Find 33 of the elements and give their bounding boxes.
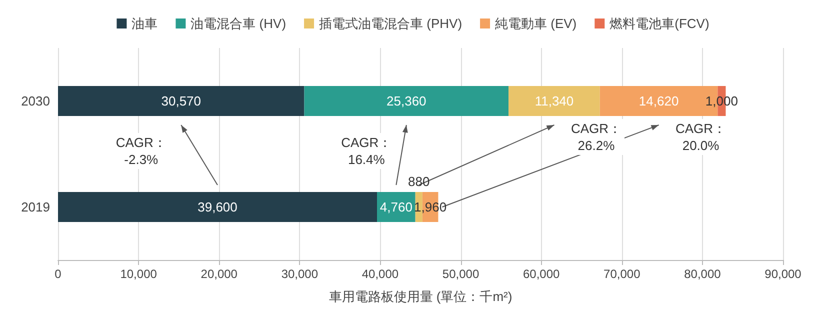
annotation: CAGR： 16.4% [341, 135, 392, 167]
annotation: CAGR： 26.2% [570, 121, 622, 153]
bar [58, 192, 377, 222]
legend-label: 純電動車 (EV) [495, 16, 577, 31]
x-tick-label: 10,000 [120, 267, 158, 281]
x-tick-label: 40,000 [362, 267, 399, 281]
y-tick-label: 2019 [21, 200, 50, 214]
legend-label: 插電式油電混合車 (PHV) [319, 16, 462, 31]
x-tick-label: 80,000 [684, 267, 722, 281]
x-tick-label: 20,000 [200, 267, 238, 281]
bar [508, 86, 600, 116]
legend-label: 油電混合車 (HV) [190, 16, 286, 31]
data-label: 11,340 [534, 94, 574, 108]
x-tick-label: 60,000 [522, 267, 560, 281]
data-label: 4,760 [380, 200, 412, 214]
x-tick-label: 0 [54, 267, 62, 281]
x-tick-label: 90,000 [764, 267, 802, 281]
legend-label: 油車 [132, 16, 158, 31]
data-label: 880 [408, 174, 430, 189]
data-label: 30,570 [161, 94, 202, 108]
y-tick-label: 2030 [21, 94, 50, 108]
x-tick-label: 50,000 [442, 267, 480, 281]
annotation: CAGR： -2.3% [116, 135, 166, 167]
bar [304, 86, 509, 116]
x-tick-label: 70,000 [604, 267, 641, 281]
data-label: 39,600 [198, 200, 238, 214]
x-axis-title: 車用電路板使用量 (單位：千m²) [328, 289, 512, 304]
annotation: CAGR： 20.0% [676, 121, 726, 153]
x-tick-label: 30,000 [281, 267, 318, 281]
data-label: 14,620 [638, 94, 679, 108]
legend-label: 燃料電池車(FCV) [610, 16, 710, 31]
bar [58, 86, 304, 116]
data-label: 25,360 [386, 94, 426, 108]
